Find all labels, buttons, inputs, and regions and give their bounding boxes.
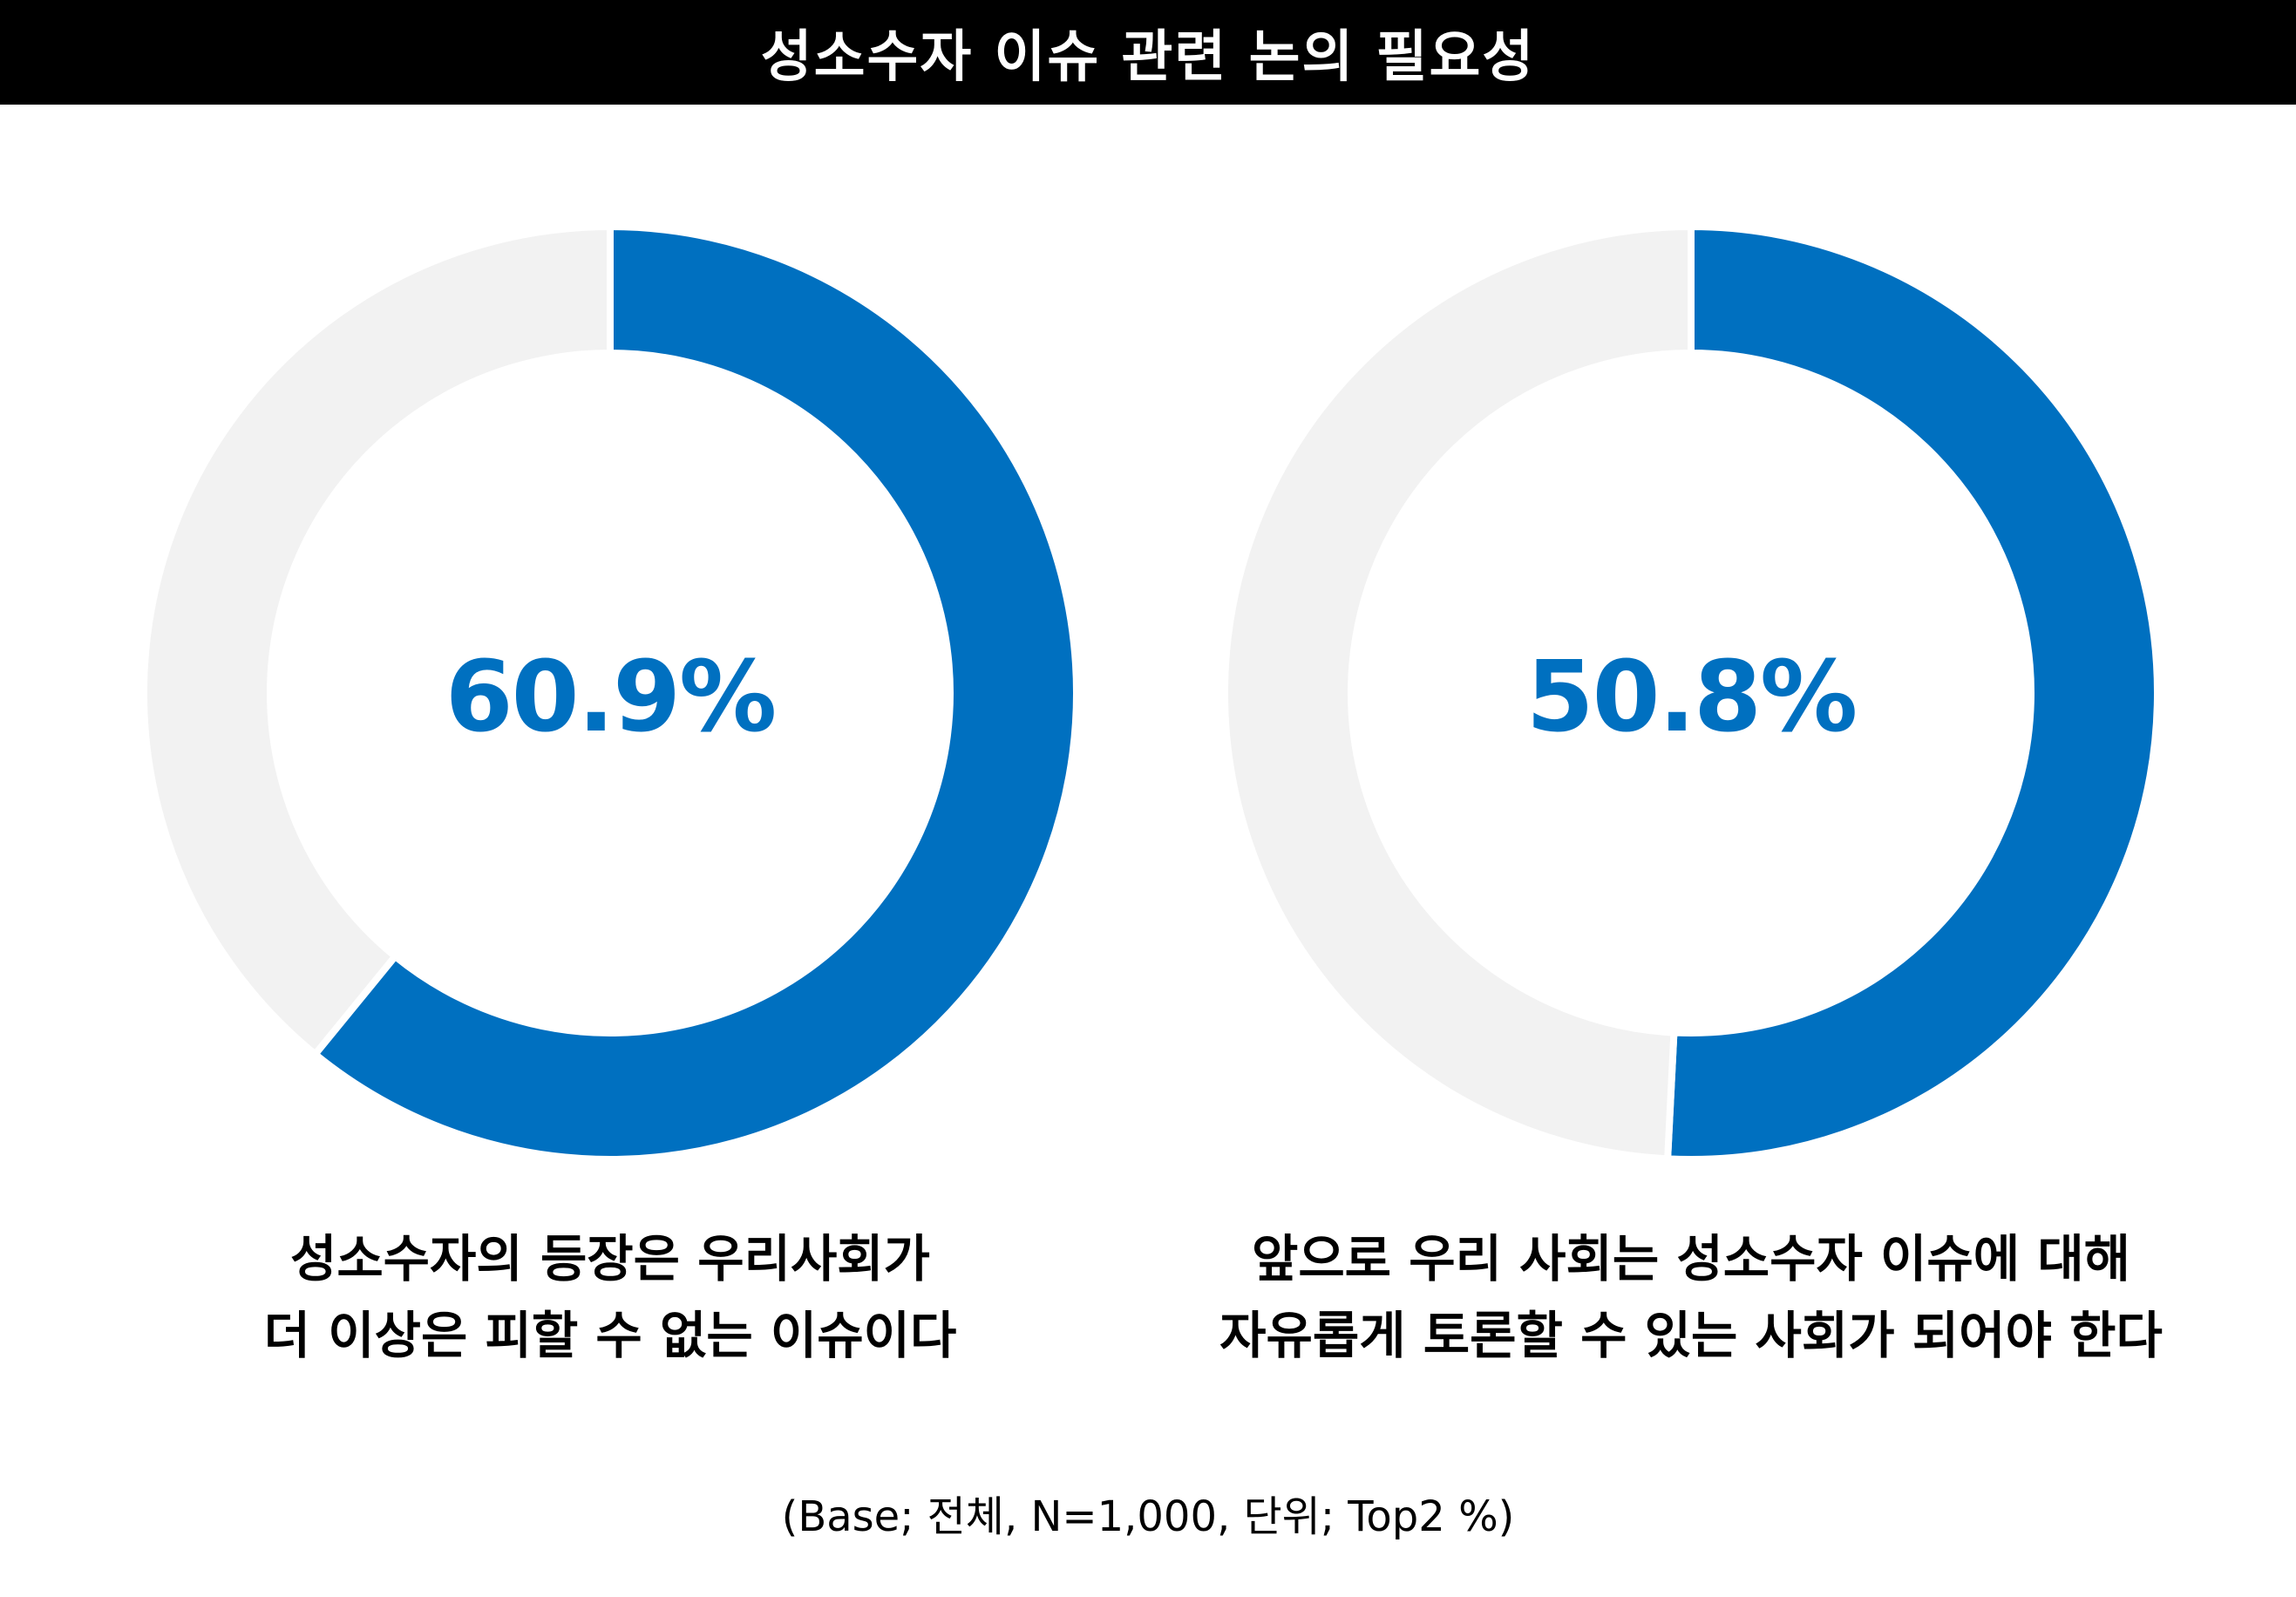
chart-title: 성소수자 이슈 관련 논의 필요성 <box>760 25 1536 90</box>
footnote: (Base; 전체, N=1,000, 단위; Top2 %) <box>781 1492 1515 1541</box>
donut-1-slice-2 <box>140 222 614 1059</box>
donut-2-slice-1 <box>1663 222 2162 1163</box>
donut-svg-1 <box>140 222 1080 1163</box>
donut-2-slice-2 <box>1221 222 1695 1163</box>
donut-chart-1: 60.9% <box>139 222 1081 1164</box>
donut-svg-2 <box>1221 222 2162 1163</box>
title-bar: 성소수자 이슈 관련 논의 필요성 <box>0 0 2296 105</box>
caption-1-line-2: 더 이상은 피할 수 없는 이슈이다 <box>263 1306 957 1365</box>
caption-2-line-2: 자유롭게 토론할 수 있는 사회가 되어야 한다 <box>1219 1306 2163 1365</box>
center-value-1: 60.9% <box>445 641 778 754</box>
caption-2: 앞으로 우리 사회는 성소수자 이슈에 대해 자유롭게 토론할 수 있는 사회가… <box>1090 1220 2293 1374</box>
donut-1-slice-1 <box>309 222 1080 1163</box>
caption-1-line-1: 성소수자의 등장은 우리사회가 <box>289 1229 931 1288</box>
caption-1: 성소수자의 등장은 우리사회가 더 이상은 피할 수 없는 이슈이다 <box>139 1220 1081 1374</box>
caption-2-line-1: 앞으로 우리 사회는 성소수자 이슈에 대해 <box>1251 1229 2131 1288</box>
center-value-2: 50.8% <box>1525 641 1858 754</box>
donut-chart-2: 50.8% <box>1220 222 2162 1164</box>
